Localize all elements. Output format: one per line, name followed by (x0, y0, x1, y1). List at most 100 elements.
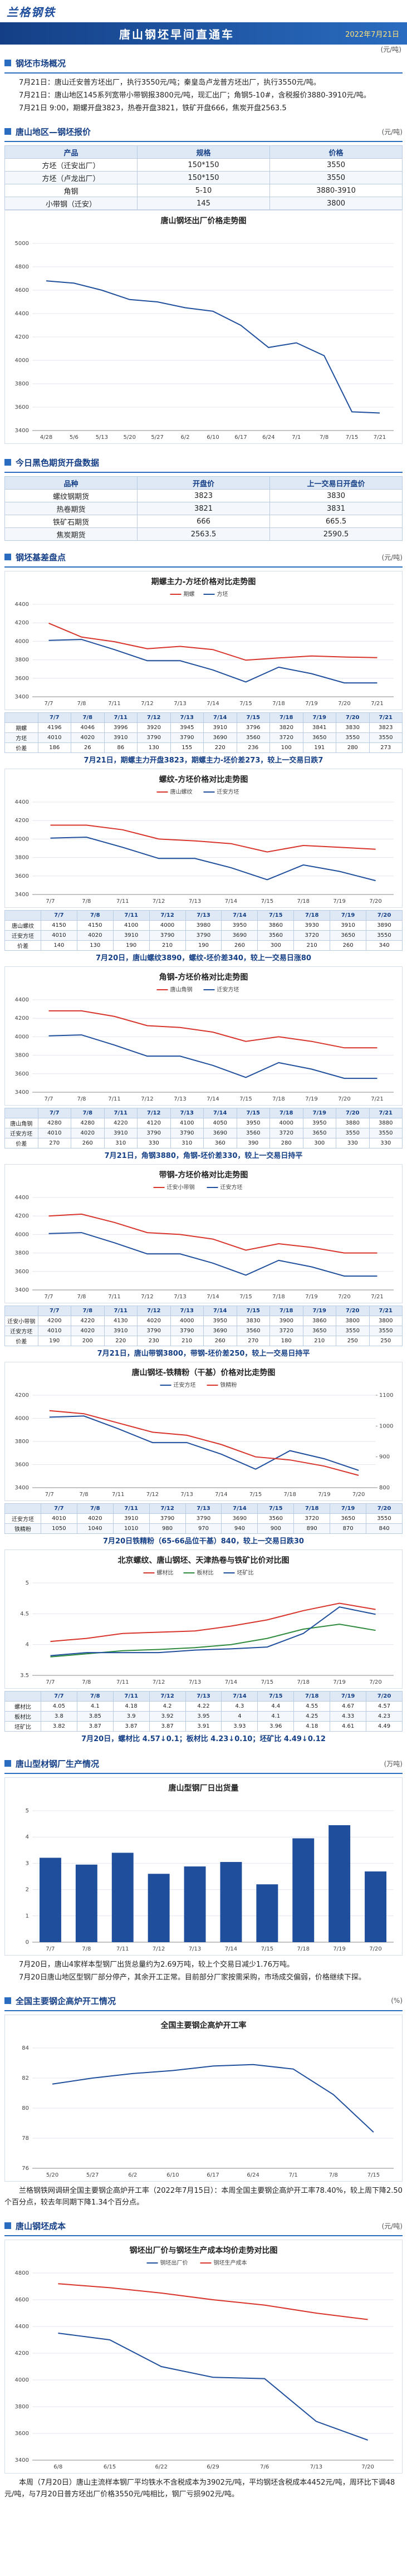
paragraph: 7月20日，唐山4家样本型钢厂出货总量约为2.69万吨，较上个交易日减少1.76… (19, 1961, 294, 1969)
date-cell: 7/21 (369, 1108, 403, 1118)
x-tick-label: 6/24 (247, 2172, 259, 2178)
cell: 小带钢（迁安） (4, 197, 138, 210)
data-table-header: 7/7 7/8 7/11 7/12 7/13 7/14 7/15 7/18 7/19 7/20 (4, 1503, 403, 1514)
data-row: 唐山螺纹 4150 4150 4100 4000 3980 3950 3860 3930 3910… (4, 920, 403, 931)
value-cell: 4.67 (330, 1701, 367, 1712)
data-row: 铁精粉 1050 1040 1010 980 970 940 900 890 870 840 (4, 1523, 403, 1534)
y-tick-label: 4000 (15, 1034, 29, 1040)
cell: 3800 (269, 197, 403, 210)
section-title: 全国主要钢企高炉开工情况 (16, 1996, 116, 2006)
x-tick-label: 7/15 (239, 701, 252, 707)
y-tick-label: 4 (26, 1642, 29, 1648)
icon (4, 1760, 11, 1767)
x-tick-label: 7/11 (116, 1679, 129, 1685)
value-cell: 3900 (269, 1316, 303, 1326)
y-tick-label: 3400 (15, 1485, 29, 1491)
x-tick-label: 7/19 (305, 701, 317, 707)
unit: (%) (391, 1997, 403, 2005)
value-cell: 4000 (149, 920, 186, 931)
value-cell: 200 (71, 1336, 105, 1346)
row-name: 价差 (4, 742, 38, 753)
value-cell: 3.87 (112, 1721, 150, 1732)
value-cell: 4.2 (149, 1701, 186, 1712)
section-heading: 今日黑色期货开盘数据 (4, 453, 403, 473)
legend-label: 迁安方坯 (174, 1381, 196, 1389)
value-cell: 4130 (104, 1316, 138, 1326)
value-cell: 3550 (366, 930, 403, 941)
x-tick-label: 6/8 (53, 2464, 62, 2470)
value-cell: 3790 (149, 930, 186, 941)
value-cell: 390 (236, 1138, 270, 1148)
chart-title: 期螺主力-方坯价格对比走势图 (151, 577, 256, 586)
legend-label: 钢坯出厂价 (160, 2259, 188, 2266)
x-tick-label: 7/20 (338, 701, 350, 707)
value-cell: 210 (170, 1336, 204, 1346)
y-tick-label: 4200 (15, 334, 29, 340)
data-row: 价差 140 130 190 210 190 260 300 210 260 340 (4, 940, 403, 951)
date-cell: 7/20 (336, 1306, 370, 1316)
date: 2022年7月21日 (345, 30, 399, 39)
data-table-header: 7/7 7/8 7/11 7/12 7/13 7/14 7/15 7/18 7/19 7/20 7/… (4, 1108, 403, 1118)
value-cell: 3720 (269, 1326, 303, 1336)
row-name: 螺材比 (4, 1701, 41, 1712)
icon (4, 128, 11, 135)
data-table: 7/7 7/8 7/11 7/12 7/13 7/14 7/15 7/18 7/19 7/20 螺材… (4, 1691, 403, 1732)
value-cell: 3790 (185, 930, 222, 941)
x-tick-label: 5/6 (70, 434, 79, 441)
bar (111, 1852, 134, 1942)
cell: 角钢 (4, 184, 138, 197)
value-cell: 4.18 (112, 1701, 150, 1712)
x-tick-label: 7/11 (116, 898, 129, 905)
section-title: 唐山钢坯成本 (16, 2221, 66, 2231)
y-tick-label: 76 (22, 2166, 29, 2172)
data-row: 迁安小带钢 4200 4220 4130 4020 4000 3950 3830 3900 386… (4, 1316, 403, 1326)
corner-cell (4, 1691, 41, 1702)
x-tick-label: 7/13 (174, 1096, 186, 1102)
y-tick-label: 3400 (15, 2457, 29, 2463)
value-cell: 310 (170, 1138, 204, 1148)
x-tick-label: 5/20 (46, 2172, 58, 2178)
data-table: 7/7 7/8 7/11 7/12 7/13 7/14 7/15 7/18 7/19 7/20 7/… (4, 1306, 403, 1346)
value-cell: 4010 (37, 732, 71, 743)
unit: (元/吨) (381, 2222, 403, 2230)
value-cell: 260 (330, 940, 367, 951)
value-cell: 3650 (330, 1513, 367, 1524)
date-cell: 7/21 (369, 712, 403, 723)
data-table: 7/7 7/8 7/11 7/12 7/13 7/14 7/15 7/18 7/19 7/20 唐山… (4, 910, 403, 951)
x-tick-label: 7/11 (116, 1946, 129, 1952)
value-cell: 300 (257, 940, 295, 951)
section-heading: 唐山型材钢厂生产情况 (万吨) (4, 1754, 403, 1774)
value-cell: 900 (257, 1523, 295, 1534)
value-cell: 4196 (37, 722, 71, 733)
date-cell: 7/13 (185, 1503, 222, 1514)
x-tick-label: 7/12 (153, 898, 165, 905)
data-row: 唐山角钢 4280 4280 4220 4120 4100 4050 3950 4000 3950… (4, 1118, 403, 1128)
chart-frame (4, 2015, 403, 2182)
icon (4, 554, 11, 560)
value-cell: 86 (104, 742, 138, 753)
chart: 唐山型钢厂日出货量 0 1 2 3 4 5 7/7 7/8 7/11 7/12 7/13 7/14 7/1… (4, 1777, 403, 1956)
value-cell: 236 (236, 742, 270, 753)
table-row: 角钢 5-10 3880-3910 (4, 184, 403, 197)
value-cell: 3.87 (149, 1721, 186, 1732)
y-tick-label: 4000 (15, 836, 29, 842)
value-cell: 3550 (369, 732, 403, 743)
date-cell: 7/14 (203, 1108, 237, 1118)
y-tick-label: 3600 (15, 1462, 29, 1468)
x-tick-label: 7/8 (77, 1294, 86, 1300)
chart: 唐山钢坯出厂价格走势图 3400 3600 3800 4000 4200 4400 4600 4… (4, 210, 403, 444)
row-name: 价差 (4, 1138, 38, 1148)
table: 产品 规格 价格 方坯（迁安出厂） 150*150 3550 方坯（卢龙出厂） 150*150… (4, 145, 403, 210)
section: 全国主要钢企高炉开工情况 (%) 全国主要钢企高炉开工率 76 78 80 82 84 5/20… (0, 1991, 407, 2216)
series-line (50, 824, 376, 853)
section: 唐山地区—钢坯报价 (元/吨) 产品 规格 价格 方坯（迁安出厂） 150*150 3550 方… (0, 122, 407, 453)
unit: (万吨) (384, 1759, 403, 1768)
chart-frame (4, 2240, 403, 2474)
series-line (50, 837, 376, 882)
value-cell: 140 (40, 940, 77, 951)
value-cell: 4200 (37, 1316, 71, 1326)
value-cell: 210 (302, 1336, 336, 1346)
cell: 3821 (137, 502, 270, 515)
y-tick-label: 3600 (15, 404, 29, 410)
y-tick-label: 3800 (15, 1250, 29, 1257)
